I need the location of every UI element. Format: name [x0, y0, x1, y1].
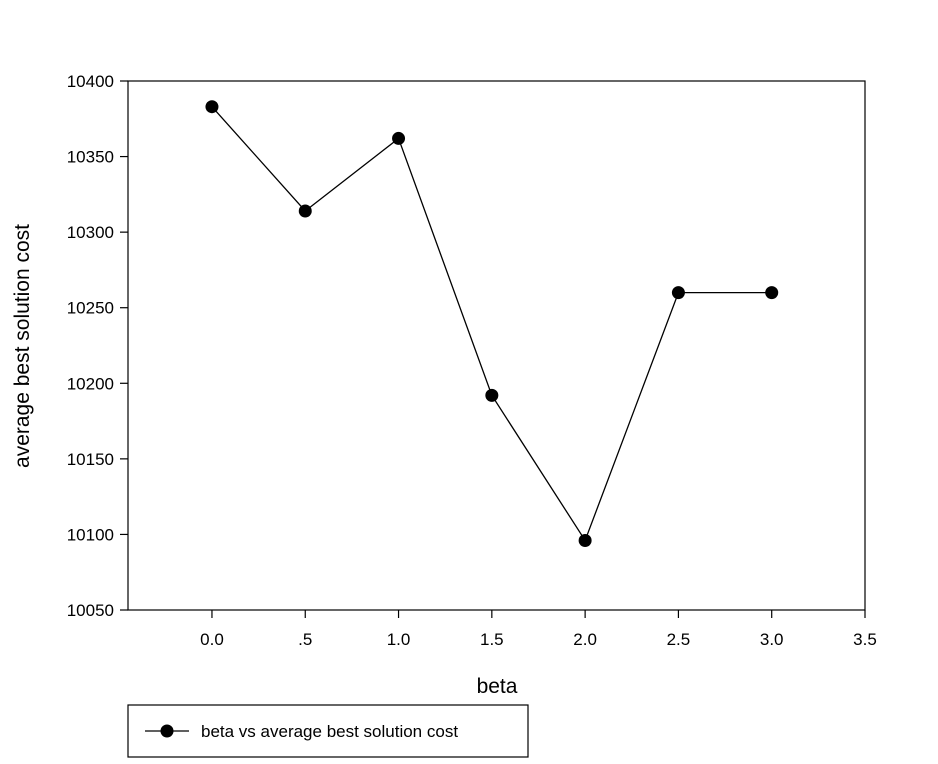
- data-point: [578, 533, 592, 547]
- data-point: [392, 131, 406, 145]
- y-tick-label: 10250: [67, 299, 114, 318]
- legend-label: beta vs average best solution cost: [201, 722, 458, 741]
- x-axis: 0.0 .5 1.0 1.5 2.0 2.5 3.0 3.5: [200, 610, 877, 649]
- x-tick-label: 3.5: [853, 630, 877, 649]
- legend-marker-swatch: [160, 724, 174, 738]
- x-tick-label: .5: [298, 630, 312, 649]
- y-tick-label: 10300: [67, 223, 114, 242]
- y-tick-label: 10050: [67, 601, 114, 620]
- data-point: [298, 204, 312, 218]
- y-axis-title: average best solution cost: [11, 224, 34, 468]
- data-point: [671, 286, 685, 300]
- x-axis-title: beta: [477, 675, 518, 698]
- data-point: [765, 286, 779, 300]
- x-tick-label: 2.0: [573, 630, 597, 649]
- legend-box: [127, 704, 529, 758]
- y-tick-label: 10100: [67, 525, 114, 544]
- legend: beta vs average best solution cost: [127, 704, 529, 758]
- y-tick-label: 10350: [67, 148, 114, 167]
- data-point: [485, 388, 499, 402]
- x-tick-label: 1.5: [480, 630, 504, 649]
- x-tick-label: 1.0: [387, 630, 411, 649]
- y-axis: 10050 10100 10150 10200 10250 10300 10350 10400: [67, 72, 128, 620]
- y-tick-label: 10400: [67, 72, 114, 91]
- series-line: [211, 106, 772, 542]
- x-tick-label: 2.5: [667, 630, 691, 649]
- x-tick-label: 0.0: [200, 630, 224, 649]
- plot-frame: [127, 80, 866, 611]
- x-tick-label: 3.0: [760, 630, 784, 649]
- series-layer: [205, 100, 779, 547]
- y-tick-label: 10200: [67, 374, 114, 393]
- y-tick-label: 10150: [67, 450, 114, 469]
- data-point: [205, 100, 219, 114]
